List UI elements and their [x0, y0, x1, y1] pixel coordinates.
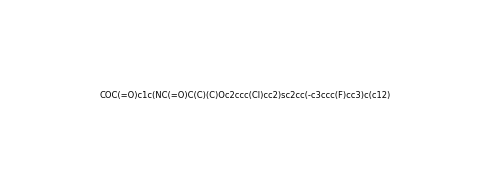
Text: COC(=O)c1c(NC(=O)C(C)(C)Oc2ccc(Cl)cc2)sc2cc(-c3ccc(F)cc3)c(c12): COC(=O)c1c(NC(=O)C(C)(C)Oc2ccc(Cl)cc2)sc… [100, 91, 391, 100]
